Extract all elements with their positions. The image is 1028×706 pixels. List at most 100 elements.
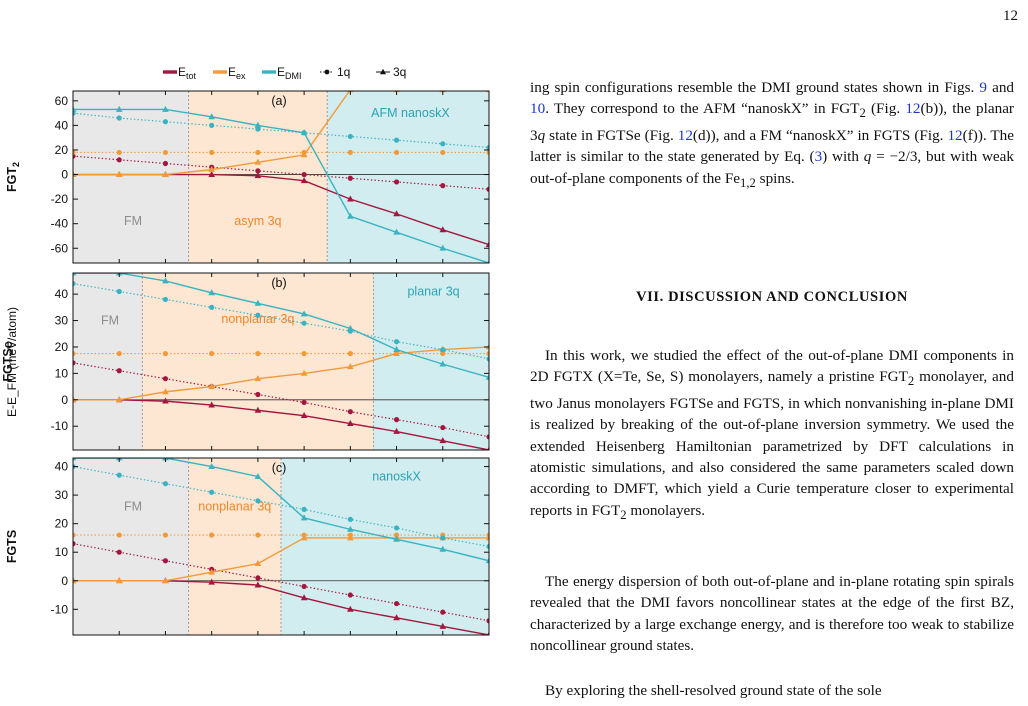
- data-point-ex-1q: [301, 149, 307, 156]
- data-point-tot-1q: [162, 160, 169, 167]
- region-label: asym 3q: [234, 214, 281, 228]
- region-cyan: [327, 91, 489, 263]
- data-point-ex-3q: [347, 363, 354, 370]
- region-label: planar 3q: [407, 284, 459, 298]
- y-tick-label: 30: [55, 488, 69, 502]
- data-point-tot-1q: [255, 575, 261, 581]
- y-tick-label: 0: [61, 168, 68, 182]
- text-run: state in FGTSe (Fig.: [545, 126, 678, 144]
- data-point-ex-3q: [208, 382, 215, 389]
- data-point-ex-1q: [393, 149, 400, 156]
- data-point-dmi-1q: [347, 328, 353, 334]
- data-point-tot-3q: [439, 226, 447, 233]
- y-tick-label: -40: [51, 217, 69, 231]
- data-point-dmi-3q: [254, 121, 262, 128]
- data-point-tot-1q: [73, 541, 76, 547]
- data-point-ex-3q: [162, 170, 169, 177]
- data-point-tot-3q: [347, 195, 354, 202]
- y-tick-label: 20: [55, 517, 69, 531]
- data-point-dmi-1q: [255, 312, 261, 318]
- data-point-dmi-1q: [255, 126, 261, 132]
- reference-link[interactable]: 12: [905, 100, 921, 118]
- paragraph-conclusion-3: By exploring the shell-resolved ground s…: [530, 680, 1014, 701]
- data-point-ex-1q: [162, 532, 169, 538]
- series-line-dmi-3q: [73, 273, 489, 379]
- data-point-ex-1q: [209, 532, 215, 538]
- region-label: nonplanar 3q: [221, 312, 294, 326]
- data-point-dmi-1q: [209, 304, 215, 310]
- data-point-dmi-1q: [440, 141, 446, 147]
- text-run: By exploring the shell-resolved ground s…: [545, 682, 882, 699]
- data-point-dmi-1q: [486, 543, 489, 550]
- reference-link[interactable]: 3: [814, 148, 823, 166]
- data-point-tot-3q: [254, 406, 262, 413]
- data-point-ex-1q: [301, 350, 307, 357]
- series-line-dmi-3q: [73, 458, 489, 562]
- text-run: ) with: [822, 148, 864, 166]
- text-run: spins.: [755, 169, 795, 187]
- data-point-dmi-3q: [485, 373, 489, 380]
- data-point-tot-1q: [440, 424, 446, 431]
- series-line-ex-3q: [73, 537, 489, 582]
- data-point-ex-1q: [162, 149, 169, 156]
- data-point-dmi-3q: [485, 557, 489, 564]
- data-point-ex-1q: [162, 350, 169, 357]
- data-point-tot-1q: [486, 434, 489, 440]
- data-point-ex-3q: [208, 568, 215, 575]
- data-point-ex-3q: [115, 577, 123, 584]
- data-point-dmi-3q: [208, 289, 215, 296]
- data-point-tot-1q: [255, 391, 261, 398]
- x-tick-label: 1: [70, 641, 77, 643]
- region-label: AFM nanoskX: [371, 106, 450, 120]
- data-point-dmi-1q: [347, 133, 353, 140]
- legend-label: Eex: [228, 65, 246, 81]
- series-line-tot-1q: [73, 155, 489, 190]
- panel-material-label: FGTS: [5, 530, 19, 563]
- data-point-dmi-3q: [300, 514, 308, 521]
- legend-marker: [324, 69, 330, 75]
- data-point-tot-1q: [301, 171, 307, 178]
- text-run: monolayers.: [626, 501, 706, 519]
- panel-material-label: FGT2: [5, 162, 21, 192]
- reference-link[interactable]: 9: [979, 79, 987, 96]
- legend-item-tot: Etot: [163, 65, 197, 81]
- data-point-tot-1q: [162, 558, 169, 564]
- data-point-dmi-3q: [439, 244, 447, 251]
- data-point-dmi-1q: [162, 481, 169, 487]
- y-tick-label: -10: [51, 602, 69, 616]
- data-point-ex-1q: [347, 350, 353, 357]
- data-point-ex-3q: [162, 577, 169, 584]
- data-point-tot-1q: [486, 186, 489, 192]
- panel-1: FM asym 3q AFM nanoskX -60 -40 -20 0 20 40 60 (a) F…: [5, 90, 490, 264]
- y-tick-label: 60: [55, 94, 69, 108]
- reference-link[interactable]: 12: [947, 126, 963, 144]
- data-point-ex-3q: [485, 343, 489, 350]
- data-point-dmi-1q: [393, 137, 400, 143]
- text-run: and: [987, 79, 1015, 96]
- data-point-dmi-3q: [300, 310, 308, 317]
- text-run: (f)). The latter is similar to the state…: [530, 126, 1014, 166]
- data-point-ex-3q: [208, 166, 215, 173]
- legend-label: 1q: [337, 65, 350, 79]
- data-point-ex-1q: [301, 532, 307, 538]
- reference-link[interactable]: 12: [677, 126, 693, 144]
- data-point-dmi-3q: [439, 545, 447, 552]
- data-point-dmi-1q: [162, 296, 169, 303]
- data-point-ex-3q: [115, 170, 123, 177]
- region-cyan: [281, 458, 489, 635]
- y-tick-label: 10: [55, 545, 69, 559]
- data-point-tot-1q: [440, 183, 446, 189]
- data-point-dmi-1q: [347, 516, 353, 522]
- data-point-dmi-1q: [162, 119, 169, 125]
- region-fm: [73, 458, 189, 635]
- legend-item-q3: 3q: [376, 65, 406, 79]
- y-tick-label: 20: [55, 340, 69, 354]
- data-point-ex-1q: [209, 350, 215, 357]
- reference-link[interactable]: 10: [530, 100, 546, 118]
- data-point-dmi-1q: [440, 535, 446, 541]
- data-point-tot-1q: [486, 618, 489, 624]
- data-point-tot-3q: [162, 397, 169, 404]
- text-run: monolayer, and two Janus monolayers FGTS…: [530, 368, 1014, 519]
- data-point-ex-1q: [393, 350, 400, 357]
- x-tick-label: 6: [301, 641, 308, 643]
